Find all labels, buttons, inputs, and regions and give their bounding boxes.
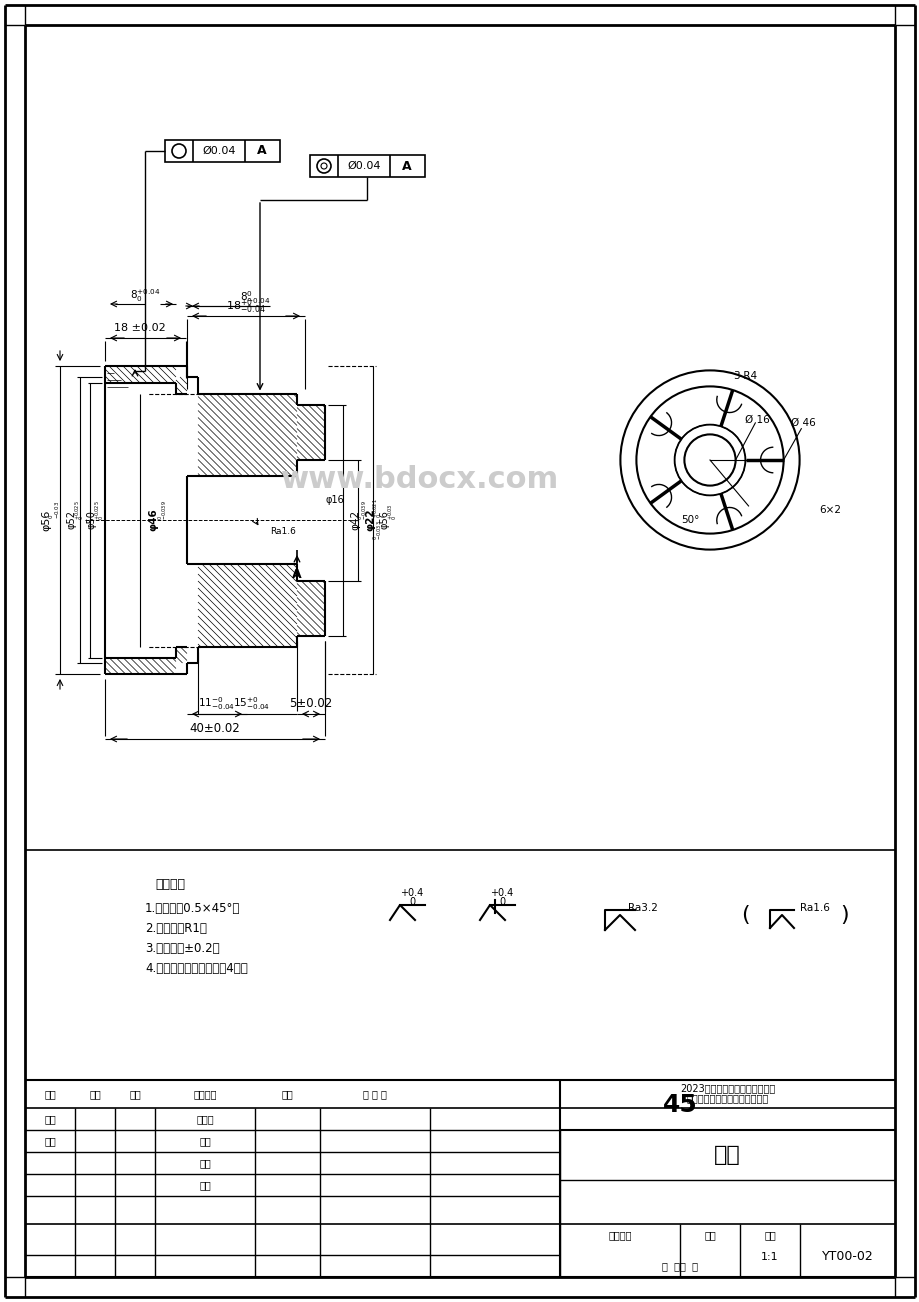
Text: 0: 0 [408, 897, 414, 907]
Text: (: ( [740, 905, 748, 924]
Text: 设计: 设计 [44, 1115, 56, 1124]
Text: 40±0.02: 40±0.02 [189, 723, 240, 736]
Text: Ø 16: Ø 16 [744, 414, 769, 424]
Text: 5±0.02: 5±0.02 [289, 698, 333, 711]
Text: 3-R4: 3-R4 [732, 371, 756, 381]
Text: 4.本件为批量赛件，共做4件。: 4.本件为批量赛件，共做4件。 [145, 961, 247, 974]
Text: Ø0.04: Ø0.04 [346, 161, 380, 171]
Text: 50°: 50° [680, 516, 698, 525]
Text: A: A [402, 160, 412, 172]
Text: Ø 46: Ø 46 [790, 418, 815, 428]
Text: Ra1.6: Ra1.6 [800, 904, 829, 913]
Text: 审核: 审核 [199, 1157, 210, 1168]
Text: 共  张第  张: 共 张第 张 [662, 1262, 698, 1271]
Text: 18$^{+0}_{-0.04}$: 18$^{+0}_{-0.04}$ [226, 296, 266, 316]
Text: 1:1: 1:1 [760, 1253, 778, 1262]
Text: 8$^{+0.04}_{0}$: 8$^{+0.04}_{0}$ [130, 288, 160, 305]
Text: $^{+0.021}_{0}$: $^{+0.021}_{0}$ [371, 499, 384, 518]
Text: 车轮: 车轮 [713, 1144, 740, 1165]
Text: φ56: φ56 [380, 510, 390, 530]
Text: φ50: φ50 [87, 510, 96, 530]
Text: 重量: 重量 [703, 1230, 715, 1240]
Text: 2023年广西职业院校技能大赛中: 2023年广西职业院校技能大赛中 [679, 1083, 775, 1092]
Text: 1.未注倒角0.5×45°；: 1.未注倒角0.5×45°； [145, 901, 240, 914]
Text: $^{0}_{-0.03}$: $^{0}_{-0.03}$ [48, 501, 62, 519]
Text: 校核: 校核 [44, 1137, 56, 1146]
Text: www.bdocx.com: www.bdocx.com [280, 466, 559, 495]
Text: 标准化: 标准化 [196, 1115, 213, 1124]
Text: 3.未注公差±0.2；: 3.未注公差±0.2； [145, 941, 220, 954]
Text: Ra1.6: Ra1.6 [269, 527, 296, 536]
Text: $^{0}_{-0.039}$: $^{0}_{-0.039}$ [356, 500, 369, 519]
Text: φ52: φ52 [67, 510, 77, 530]
Text: 工艺: 工艺 [199, 1137, 210, 1146]
Text: $^{+0.025}_{0}$: $^{+0.025}_{0}$ [93, 500, 107, 519]
Text: A: A [292, 569, 301, 582]
Text: 0: 0 [498, 897, 505, 907]
Text: 职组数控综合应用技术竞赛样题: 职组数控综合应用技术竞赛样题 [686, 1092, 767, 1103]
Text: 标记: 标记 [44, 1088, 56, 1099]
Text: 18 ±0.02: 18 ±0.02 [114, 323, 165, 333]
Text: 15$^{+0}_{-0.04}$: 15$^{+0}_{-0.04}$ [233, 695, 270, 712]
Text: 批准: 批准 [199, 1180, 210, 1190]
Text: Ø0.04: Ø0.04 [202, 146, 235, 156]
Text: φ16: φ16 [325, 495, 344, 505]
Bar [165, 141, 279, 161]
Text: 8$^{0}_{-0.04}$: 8$^{0}_{-0.04}$ [240, 289, 270, 306]
Text: YT00-02: YT00-02 [821, 1250, 872, 1263]
Text: ): ) [840, 905, 848, 924]
Text: φ42: φ42 [349, 510, 359, 530]
Text: 6×2: 6×2 [818, 505, 840, 516]
Text: $^{0}_{-0.039}$: $^{0}_{-0.039}$ [156, 500, 169, 519]
Text: A: A [257, 145, 267, 158]
Text: φ22: φ22 [365, 509, 375, 531]
Text: 签名: 签名 [281, 1088, 293, 1099]
Text: φ56: φ56 [41, 509, 51, 531]
Text: $^{0}_{-0.033}$: $^{0}_{-0.033}$ [371, 519, 384, 540]
Text: +0.4: +0.4 [490, 888, 513, 898]
Text: 比例: 比例 [764, 1230, 775, 1240]
Text: $^{+0.025}_{0}$: $^{+0.025}_{0}$ [74, 500, 86, 519]
Text: Ra3.2: Ra3.2 [628, 904, 657, 913]
Text: φ46: φ46 [148, 509, 158, 531]
Text: 45: 45 [662, 1092, 697, 1117]
Text: $^{+0.03}_{0}$: $^{+0.03}_{0}$ [386, 504, 399, 521]
Text: 11$^{-0}_{-0.04}$: 11$^{-0}_{-0.04}$ [199, 695, 235, 712]
Text: 2.未注圆角R1；: 2.未注圆角R1； [145, 922, 207, 935]
Text: 年 月 日: 年 月 日 [363, 1088, 387, 1099]
Text: 技术要求: 技术要求 [154, 879, 185, 892]
Text: 区分: 区分 [129, 1088, 141, 1099]
Text: +0.4: +0.4 [400, 888, 423, 898]
Text: 更改文件: 更改文件 [193, 1088, 217, 1099]
Text: 阶段标记: 阶段标记 [607, 1230, 631, 1240]
Text: 处数: 处数 [89, 1088, 101, 1099]
Bar [310, 155, 425, 177]
